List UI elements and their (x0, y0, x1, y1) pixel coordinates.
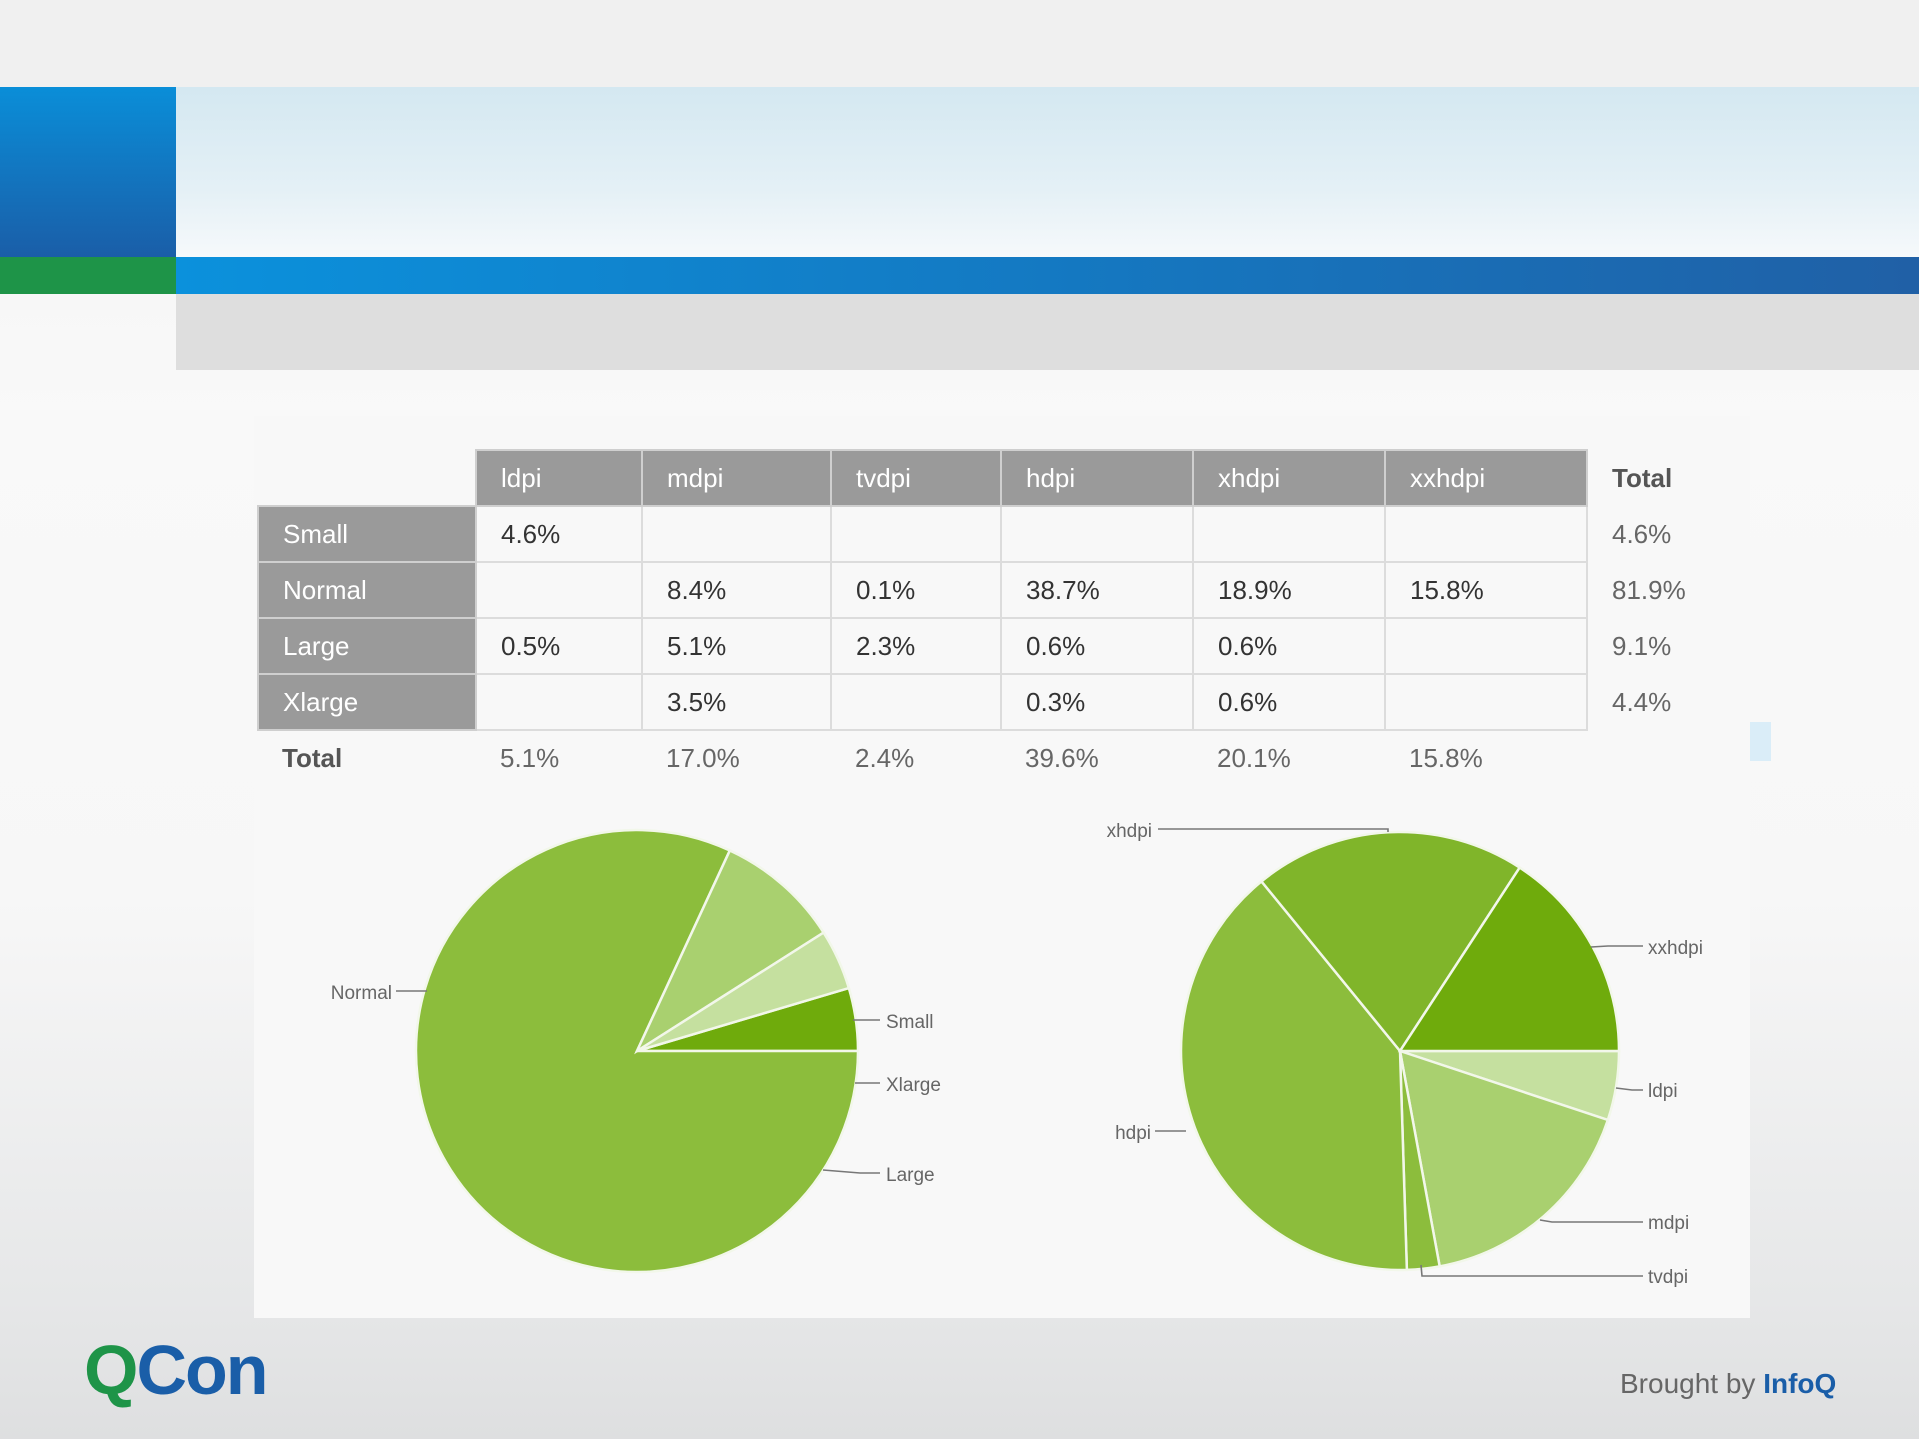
column-total: 20.1% (1217, 743, 1291, 773)
leader-line-ldpi (1615, 1087, 1643, 1091)
column-total: 39.6% (1025, 743, 1099, 773)
table-cell: 0.5% (475, 617, 643, 675)
pie-label-large: Large (886, 1165, 935, 1186)
infoq-logo: InfoQ (1763, 1368, 1837, 1399)
table-cell: 38.7% (1000, 561, 1194, 619)
table-cell (1384, 617, 1588, 675)
table-cell: 15.8% (1384, 561, 1588, 619)
table-cell: 2.3% (830, 617, 1002, 675)
footer-brought-by: Brought by InfoQ (1620, 1368, 1836, 1400)
pie-label-ldpi: ldpi (1648, 1081, 1678, 1102)
total-row-label: Total (282, 743, 343, 773)
table-cell: 3.5% (641, 673, 832, 731)
table-cell (1384, 673, 1588, 731)
table-cell: 0.6% (1192, 673, 1386, 731)
row-header-xlarge: Xlarge (257, 673, 477, 731)
table-cell: 5.1% (641, 617, 832, 675)
pie-slice-hdpi (1179, 879, 1409, 1272)
table-cell (830, 673, 1002, 731)
row-header-normal: Normal (257, 561, 477, 619)
column-total: 17.0% (666, 743, 740, 773)
table-cell (475, 561, 643, 619)
row-total: 4.4% (1612, 686, 1672, 717)
header-accent-green (0, 257, 176, 294)
pie-label-xxhdpi: xxhdpi (1648, 938, 1703, 959)
leader-line-xhdpi (1158, 828, 1389, 832)
pie-label-xhdpi: xhdpi (1107, 821, 1152, 842)
header-gray-band (176, 294, 1919, 370)
table-cell (1384, 505, 1588, 563)
pie-label-xlarge: Xlarge (886, 1075, 941, 1096)
pie-slice-xlarge (636, 930, 851, 1053)
row-total: 4.6% (1612, 518, 1672, 549)
row-total: 9.1% (1612, 630, 1672, 661)
top-strip (0, 0, 1919, 87)
table-header-row: ldpi mdpi tvdpi hdpi xhdpi xxhdpi Total (258, 449, 1707, 507)
table-cell: 0.3% (1000, 673, 1194, 731)
table-cell: 0.1% (830, 561, 1002, 619)
footer-prefix: Brought by (1620, 1368, 1756, 1399)
table-cell: 0.6% (1000, 617, 1194, 675)
table-row-small: Small 4.6% 4.6% (257, 505, 1707, 563)
table-cell: 18.9% (1192, 561, 1386, 619)
header-accent-blue (0, 87, 176, 257)
pie-label-mdpi: mdpi (1648, 1213, 1689, 1234)
pie-label-small: Small (886, 1012, 934, 1033)
leader-line-large (822, 1169, 880, 1174)
table-cell (1000, 505, 1194, 563)
column-total: 2.4% (855, 743, 915, 773)
table-total-row: Total 5.1% 17.0% 2.4% 39.6% 20.1% 15.8% (258, 730, 1707, 786)
table-cell (1192, 505, 1386, 563)
pie-slice-large (634, 848, 826, 1055)
row-total: 81.9% (1612, 574, 1686, 605)
row-header-small: Small (257, 505, 477, 563)
table-cell: 0.6% (1192, 617, 1386, 675)
column-total: 5.1% (500, 743, 560, 773)
table-cell: 8.4% (641, 561, 832, 619)
pie-label-normal: Normal (331, 983, 392, 1004)
leader-line-tvdpi (1420, 1264, 1643, 1277)
table-cell (641, 505, 832, 563)
col-header-tvdpi: tvdpi (830, 449, 1002, 507)
table-cell: 4.6% (475, 505, 643, 563)
header-blue-band (176, 257, 1919, 294)
col-header-mdpi: mdpi (641, 449, 832, 507)
table-row-large: Large 0.5% 5.1% 2.3% 0.6% 0.6% 9.1% (257, 617, 1707, 675)
table-cell (475, 673, 643, 731)
pie-label-tvdpi: tvdpi (1648, 1267, 1688, 1288)
density-table: ldpi mdpi tvdpi hdpi xhdpi xxhdpi Total … (257, 449, 1708, 786)
pie-label-hdpi: hdpi (1115, 1123, 1151, 1144)
pie-slice-xhdpi (1259, 830, 1522, 1054)
column-total: 15.8% (1409, 743, 1483, 773)
qcon-logo: QCon (84, 1331, 269, 1409)
col-header-total: Total (1612, 462, 1673, 493)
table-cell (830, 505, 1002, 563)
col-header-xhdpi: xhdpi (1192, 449, 1386, 507)
leader-line-xxhdpi (1590, 945, 1643, 948)
row-header-large: Large (257, 617, 477, 675)
leader-line-mdpi (1539, 1219, 1643, 1223)
col-header-hdpi: hdpi (1000, 449, 1194, 507)
pie-slice-mdpi (1398, 1049, 1610, 1268)
table-row-normal: Normal 8.4% 0.1% 38.7% 18.9% 15.8% 81.9% (257, 561, 1707, 619)
col-header-ldpi: ldpi (475, 449, 643, 507)
table-row-xlarge: Xlarge 3.5% 0.3% 0.6% 4.4% (257, 673, 1707, 731)
header-title-area (176, 87, 1919, 257)
col-header-xxhdpi: xxhdpi (1384, 449, 1588, 507)
